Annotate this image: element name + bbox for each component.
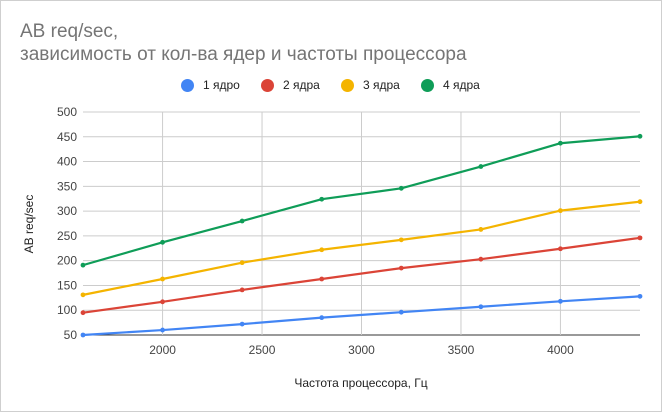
data-point <box>239 321 245 327</box>
x-tick-label: 2500 <box>249 343 276 357</box>
y-tick-label: 150 <box>57 278 77 292</box>
y-tick-label: 300 <box>57 204 77 218</box>
data-point <box>319 315 325 321</box>
y-tick-label: 350 <box>57 179 77 193</box>
data-point <box>637 199 643 205</box>
data-point <box>478 227 484 232</box>
data-point <box>160 239 165 245</box>
data-point <box>319 247 325 253</box>
legend-label: 4 ядра <box>443 78 480 92</box>
data-point <box>398 265 404 271</box>
legend-label: 2 ядра <box>283 78 320 92</box>
data-point <box>80 310 86 316</box>
data-point <box>558 298 563 304</box>
legend-label: 3 ядра <box>363 78 400 92</box>
y-axis-label: AB req/sec <box>22 195 36 254</box>
x-tick-label: 3000 <box>348 343 375 357</box>
series-lines <box>80 133 643 338</box>
data-point <box>558 140 563 146</box>
series-1 <box>80 293 643 338</box>
data-point <box>478 304 484 310</box>
legend-label: 1 ядро <box>203 78 240 92</box>
data-point <box>80 292 86 298</box>
data-point <box>637 293 643 299</box>
chart-legend: 1 ядро 2 ядра 3 ядра 4 ядра <box>0 77 662 95</box>
y-tick-label: 250 <box>57 229 77 243</box>
data-point <box>637 133 643 139</box>
data-point <box>160 327 165 333</box>
data-point <box>319 276 325 282</box>
x-tick-label: 4000 <box>547 343 574 357</box>
series-line <box>82 236 641 314</box>
data-point <box>558 246 563 252</box>
y-tick-label: 200 <box>57 254 77 268</box>
data-point <box>160 276 165 282</box>
grid-lines <box>83 111 640 336</box>
x-tick-label: 3500 <box>448 343 475 357</box>
series-3 <box>80 199 643 298</box>
series-4 <box>80 133 643 268</box>
data-point <box>319 196 325 202</box>
series-line <box>82 200 641 296</box>
y-tick-label: 100 <box>57 303 77 317</box>
chart-title: AB req/sec, зависимость от кол-ва ядер и… <box>20 21 467 65</box>
axis-ticks: 50 100 150 200 250 300 350 400 450 500 2000 2500 300… <box>57 105 574 357</box>
x-tick-label: 2000 <box>149 343 176 357</box>
legend-swatch <box>341 79 354 92</box>
data-point <box>239 287 245 293</box>
y-tick-label: 50 <box>64 328 78 342</box>
series-2 <box>80 235 643 316</box>
data-point <box>239 260 245 266</box>
y-tick-label: 400 <box>57 155 77 169</box>
series-line <box>82 135 641 267</box>
legend-swatch <box>181 79 194 92</box>
series-line <box>82 295 641 337</box>
legend-swatch <box>261 79 274 92</box>
y-tick-label: 500 <box>57 105 77 119</box>
data-point <box>160 299 165 305</box>
y-tick-label: 450 <box>57 130 77 144</box>
data-point <box>398 185 404 191</box>
data-point <box>80 332 86 338</box>
data-point <box>478 256 484 262</box>
data-point <box>558 208 563 214</box>
legend-swatch <box>421 79 434 92</box>
x-axis-label: Частота процессора, Гц <box>294 376 427 390</box>
data-point <box>239 218 245 224</box>
data-point <box>478 164 484 169</box>
data-point <box>80 262 86 268</box>
data-point <box>398 237 404 243</box>
data-point <box>637 235 643 241</box>
data-point <box>398 309 404 315</box>
